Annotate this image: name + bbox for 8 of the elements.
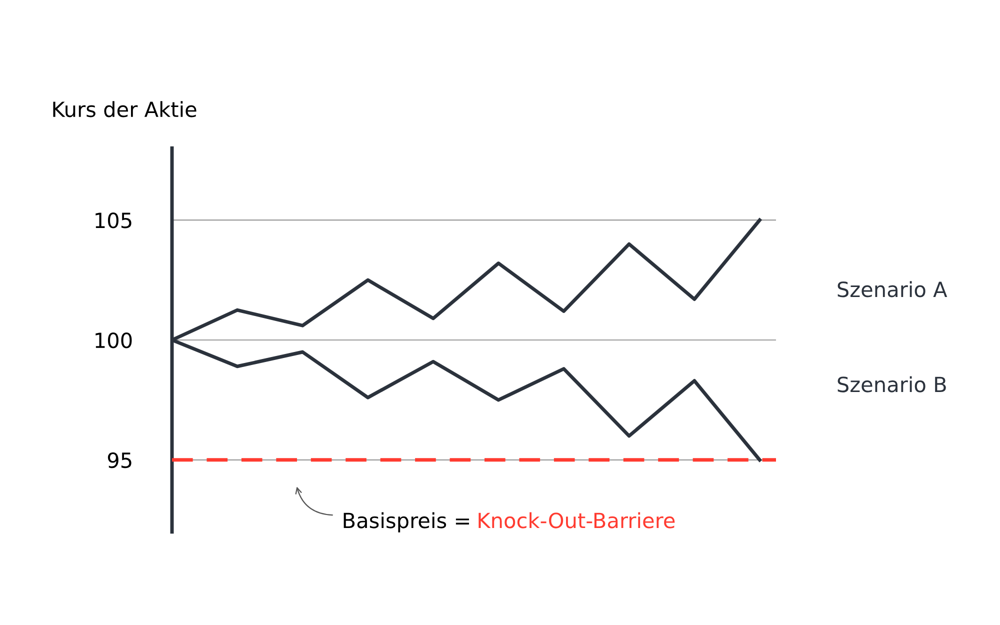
y-tick-label: 95 bbox=[108, 452, 132, 468]
ref-line-label: Knock-Out-Barriere bbox=[478, 512, 675, 528]
y-tick-label: 100 bbox=[96, 332, 132, 348]
text: Szenario B bbox=[838, 376, 946, 392]
text: Szenario A bbox=[838, 281, 948, 298]
annotation: Basispreis = bbox=[344, 512, 469, 532]
y-tick-label: 105 bbox=[96, 212, 132, 228]
y-axis-title: Kurs der Aktie bbox=[53, 101, 196, 118]
